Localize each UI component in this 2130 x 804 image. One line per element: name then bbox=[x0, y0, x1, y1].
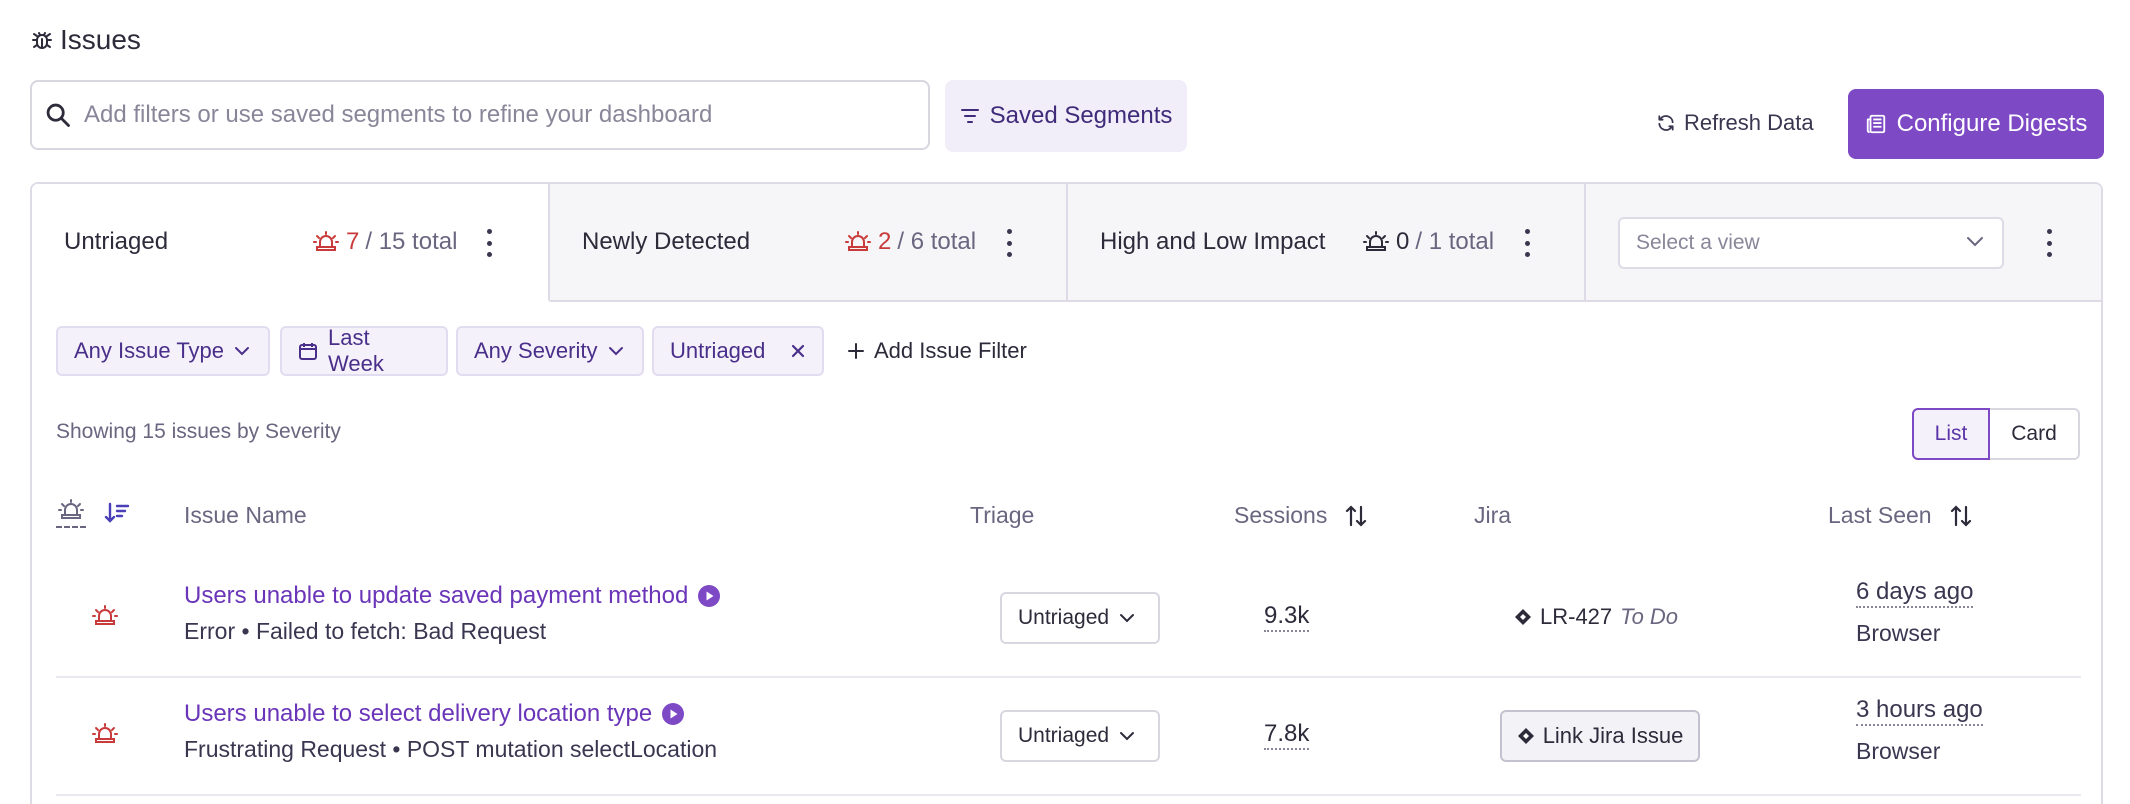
view-select-placeholder: Select a view bbox=[1636, 231, 1760, 254]
column-sessions[interactable]: Sessions bbox=[1234, 502, 1367, 529]
chevron-down-icon bbox=[1966, 235, 1984, 247]
view-tabs: Untriaged 7 / 15 total Newly Detected bbox=[32, 184, 2101, 302]
issues-panel: Untriaged 7 / 15 total Newly Detected bbox=[30, 182, 2103, 804]
tab-untriaged[interactable]: Untriaged 7 / 15 total bbox=[32, 184, 550, 302]
link-jira-issue-button[interactable]: Link Jira Issue bbox=[1500, 710, 1700, 762]
view-select-dropdown[interactable]: Select a view bbox=[1618, 217, 2004, 269]
session-count: 9.3k bbox=[1264, 602, 1310, 632]
table-row[interactable]: Users unable to select delivery location… bbox=[56, 678, 2081, 796]
column-last-seen[interactable]: Last Seen bbox=[1828, 502, 1972, 529]
refresh-icon bbox=[1656, 113, 1676, 133]
tab-label: Newly Detected bbox=[582, 228, 751, 255]
issue-type-filter[interactable]: Any Issue Type bbox=[56, 326, 270, 376]
sort-descending-icon[interactable] bbox=[104, 501, 130, 525]
siren-icon bbox=[844, 230, 872, 254]
severity-high-icon bbox=[90, 604, 120, 628]
jira-diamond-icon bbox=[1514, 608, 1532, 626]
severity-filter[interactable]: Any Severity bbox=[456, 326, 644, 376]
page-title: Issues bbox=[60, 24, 141, 55]
newspaper-icon bbox=[1865, 113, 1887, 135]
chevron-down-icon bbox=[1119, 613, 1135, 623]
sort-icon bbox=[1950, 504, 1972, 528]
severity-high-icon bbox=[90, 722, 120, 746]
tab-menu-icon[interactable] bbox=[482, 229, 496, 257]
view-menu-icon[interactable] bbox=[2042, 229, 2056, 257]
sort-icon bbox=[1345, 504, 1367, 528]
card-view-button[interactable]: Card bbox=[2011, 422, 2057, 445]
saved-segments-button[interactable]: Saved Segments bbox=[945, 80, 1187, 152]
last-seen-time: 3 hours ago bbox=[1856, 696, 1983, 726]
refresh-data-button[interactable]: Refresh Data bbox=[1656, 104, 1814, 142]
configure-digests-button[interactable]: Configure Digests bbox=[1848, 89, 2104, 159]
search-box[interactable] bbox=[30, 80, 930, 150]
configure-digests-label: Configure Digests bbox=[1896, 110, 2088, 137]
column-triage: Triage bbox=[970, 502, 1035, 528]
severity-sort-icon[interactable] bbox=[56, 498, 86, 528]
plus-icon bbox=[848, 343, 864, 359]
platform-label: Browser bbox=[1856, 620, 1941, 646]
chevron-down-icon bbox=[1119, 731, 1135, 741]
last-seen-time: 6 days ago bbox=[1856, 578, 1974, 608]
status-filter[interactable]: Untriaged bbox=[652, 326, 824, 376]
tab-label: Untriaged bbox=[64, 228, 169, 255]
filter-icon bbox=[960, 107, 980, 125]
tab-issue-count: 0 / 1 total bbox=[1362, 228, 1494, 256]
date-filter[interactable]: Last Week bbox=[280, 325, 448, 376]
results-summary: Showing 15 issues by Severity bbox=[56, 420, 341, 443]
tab-select-view: Select a view bbox=[1586, 184, 2101, 302]
search-icon bbox=[44, 101, 72, 129]
play-session-icon[interactable] bbox=[698, 585, 721, 607]
tab-issue-count: 7 / 15 total bbox=[312, 228, 457, 256]
bug-icon bbox=[30, 28, 54, 52]
tab-menu-icon[interactable] bbox=[1520, 229, 1534, 257]
refresh-label: Refresh Data bbox=[1684, 110, 1814, 135]
jira-diamond-icon bbox=[1517, 727, 1535, 745]
play-session-icon[interactable] bbox=[662, 703, 685, 725]
sort-controls bbox=[56, 498, 130, 528]
view-mode-toggle: List Card bbox=[1912, 408, 2080, 460]
table-row[interactable]: Users unable to update saved payment met… bbox=[56, 560, 2081, 678]
column-issue-name: Issue Name bbox=[184, 502, 307, 528]
triage-dropdown[interactable]: Untriaged bbox=[1000, 710, 1160, 762]
siren-icon bbox=[312, 230, 340, 254]
issue-subtitle: Error • Failed to fetch: Bad Request bbox=[184, 618, 547, 644]
tab-issue-count: 2 / 6 total bbox=[844, 228, 976, 256]
column-jira: Jira bbox=[1474, 502, 1512, 528]
chevron-down-icon bbox=[234, 346, 250, 356]
triage-dropdown[interactable]: Untriaged bbox=[1000, 592, 1160, 644]
chevron-down-icon bbox=[608, 346, 624, 356]
calendar-icon bbox=[298, 341, 318, 361]
close-icon[interactable] bbox=[791, 344, 805, 358]
platform-label: Browser bbox=[1856, 738, 1941, 764]
tab-menu-icon[interactable] bbox=[1002, 229, 1016, 257]
search-input[interactable] bbox=[84, 101, 904, 129]
add-issue-filter-button[interactable]: Add Issue Filter bbox=[848, 334, 1027, 368]
list-view-button[interactable]: List bbox=[1912, 408, 1990, 460]
session-count: 7.8k bbox=[1264, 720, 1310, 750]
issue-title-link[interactable]: Users unable to select delivery location… bbox=[184, 700, 685, 728]
issue-title-link[interactable]: Users unable to update saved payment met… bbox=[184, 582, 721, 610]
saved-segments-label: Saved Segments bbox=[989, 102, 1173, 129]
siren-icon bbox=[1362, 230, 1390, 254]
page-header: Issues bbox=[30, 22, 141, 58]
tab-high-low-impact[interactable]: High and Low Impact 0 / 1 total bbox=[1068, 184, 1586, 302]
issue-subtitle: Frustrating Request • POST mutation sele… bbox=[184, 736, 718, 762]
tab-label: High and Low Impact bbox=[1100, 228, 1326, 255]
tab-newly-detected[interactable]: Newly Detected 2 / 6 total bbox=[550, 184, 1068, 302]
jira-issue-link[interactable]: LR-427 To Do bbox=[1514, 604, 1678, 630]
